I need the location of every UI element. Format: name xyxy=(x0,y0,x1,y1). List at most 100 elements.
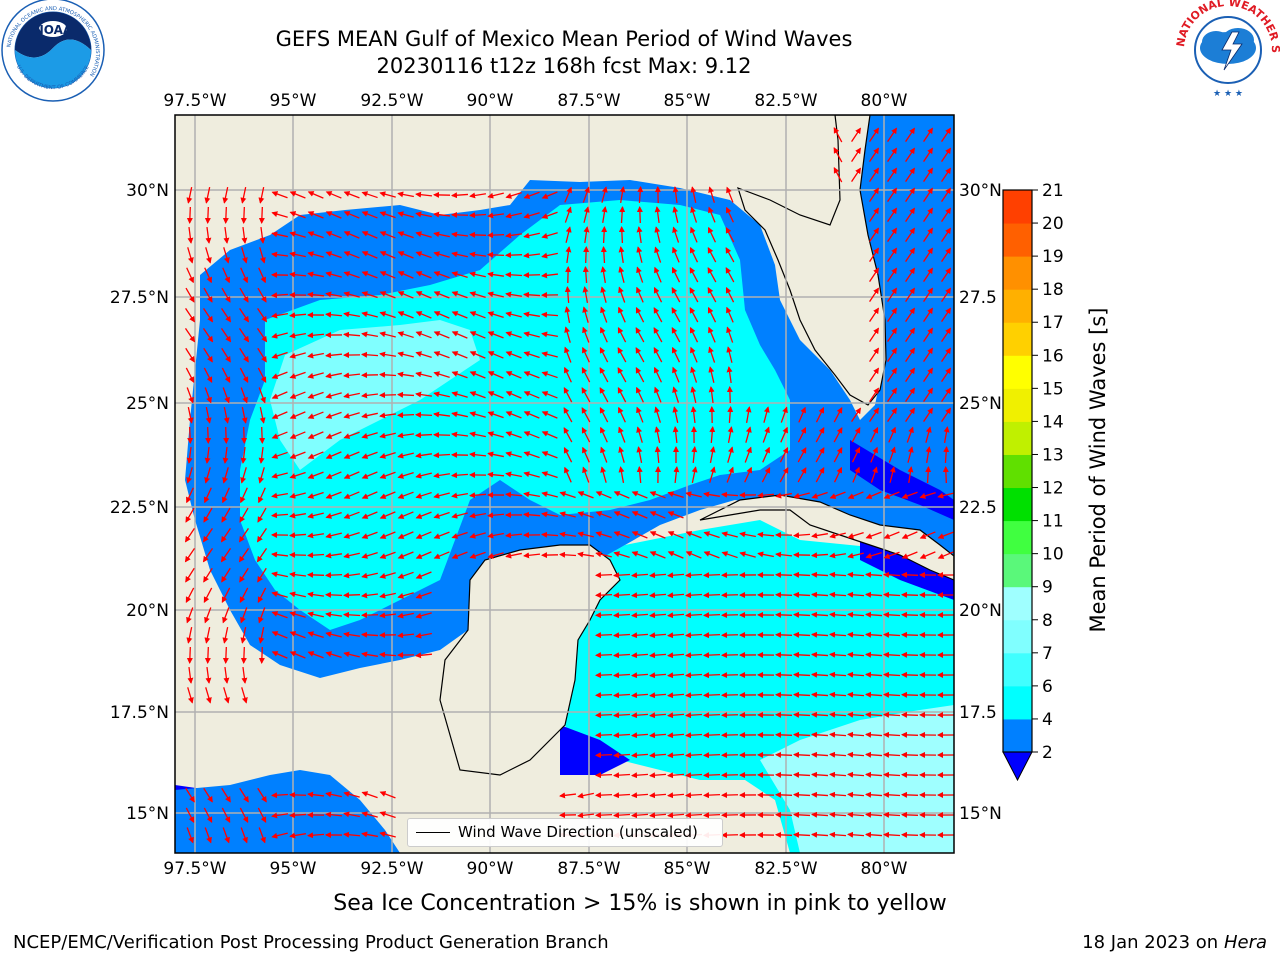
wave-direction-arrow-icon xyxy=(469,371,486,379)
colorbar-tick-label: 16 xyxy=(1042,346,1064,366)
wave-direction-arrow-icon xyxy=(271,832,288,839)
wave-direction-arrow-icon xyxy=(689,326,699,343)
wave-direction-arrow-icon xyxy=(258,827,266,844)
wave-direction-arrow-icon xyxy=(685,712,703,719)
wave-direction-arrow-icon xyxy=(923,327,933,343)
wave-direction-arrow-icon xyxy=(523,471,540,478)
wave-direction-arrow-icon xyxy=(415,652,433,659)
wave-direction-arrow-icon xyxy=(631,551,648,559)
wave-direction-arrow-icon xyxy=(775,731,793,738)
wave-direction-arrow-icon xyxy=(307,491,324,499)
wave-direction-arrow-icon xyxy=(541,331,558,338)
wave-direction-arrow-icon xyxy=(258,627,265,644)
wave-direction-arrow-icon xyxy=(599,406,609,423)
wave-direction-arrow-icon xyxy=(649,792,667,799)
wave-direction-arrow-icon xyxy=(690,386,697,403)
wave-direction-arrow-icon xyxy=(775,571,793,578)
wave-direction-arrow-icon xyxy=(541,451,558,459)
wave-direction-arrow-icon xyxy=(469,231,487,238)
wave-direction-arrow-icon xyxy=(223,666,230,684)
wave-direction-arrow-icon xyxy=(415,511,432,519)
wave-direction-arrow-icon xyxy=(523,311,540,318)
colorbar-segment xyxy=(1003,322,1032,356)
wave-direction-arrow-icon xyxy=(204,646,211,664)
wave-direction-arrow-icon xyxy=(487,451,504,458)
wave-direction-arrow-icon xyxy=(941,147,951,163)
wave-direction-arrow-icon xyxy=(565,226,572,243)
wave-direction-arrow-icon xyxy=(901,771,919,778)
wave-direction-arrow-icon xyxy=(600,246,607,264)
wave-direction-arrow-icon xyxy=(583,206,590,223)
wave-direction-arrow-icon xyxy=(708,346,716,363)
wave-direction-arrow-icon xyxy=(259,407,266,424)
wave-direction-arrow-icon xyxy=(847,491,864,499)
wave-direction-arrow-icon xyxy=(685,772,703,779)
wave-direction-arrow-icon xyxy=(667,792,685,799)
wave-direction-arrow-icon xyxy=(793,811,811,818)
wave-direction-arrow-icon xyxy=(941,327,951,343)
wave-direction-arrow-icon xyxy=(793,651,811,658)
wave-direction-arrow-icon xyxy=(307,512,324,519)
wave-direction-arrow-icon xyxy=(851,167,861,183)
wave-direction-arrow-icon xyxy=(672,386,680,403)
wave-direction-arrow-icon xyxy=(582,346,590,363)
wave-direction-arrow-icon xyxy=(707,247,717,263)
wave-direction-arrow-icon xyxy=(271,292,289,299)
wave-direction-arrow-icon xyxy=(654,226,661,243)
wave-direction-arrow-icon xyxy=(221,567,231,583)
wave-direction-arrow-icon xyxy=(847,631,865,638)
wave-direction-arrow-icon xyxy=(239,307,249,323)
wave-direction-arrow-icon xyxy=(865,571,883,578)
wave-direction-arrow-icon xyxy=(505,192,522,199)
wave-direction-arrow-icon xyxy=(451,271,468,278)
wave-direction-arrow-icon xyxy=(919,531,936,539)
wave-direction-arrow-icon xyxy=(851,446,861,463)
wave-direction-arrow-icon xyxy=(203,527,213,543)
wave-direction-arrow-icon xyxy=(379,831,396,838)
wave-direction-arrow-icon xyxy=(523,451,540,459)
wave-direction-arrow-icon xyxy=(883,571,901,578)
colorbar-extend-icon xyxy=(1002,751,1033,782)
wave-direction-arrow-icon xyxy=(847,791,865,798)
wave-direction-arrow-icon xyxy=(379,551,396,559)
wave-direction-arrow-icon xyxy=(222,467,229,484)
wave-direction-arrow-icon xyxy=(883,551,900,559)
wave-direction-arrow-icon xyxy=(397,231,414,239)
wave-direction-arrow-icon xyxy=(649,592,667,599)
wave-direction-arrow-icon xyxy=(415,371,432,378)
wave-direction-arrow-icon xyxy=(379,572,396,579)
wave-direction-arrow-icon xyxy=(379,412,397,419)
wave-direction-arrow-icon xyxy=(815,447,825,463)
wave-direction-arrow-icon xyxy=(703,712,721,719)
wave-direction-arrow-icon xyxy=(505,532,523,539)
wave-direction-arrow-icon xyxy=(905,167,915,183)
lon-label: 82.5°W xyxy=(754,91,817,111)
wave-direction-arrow-icon xyxy=(415,291,432,299)
wave-direction-arrow-icon xyxy=(905,287,915,303)
wave-direction-arrow-icon xyxy=(636,266,644,283)
wave-direction-arrow-icon xyxy=(451,411,468,418)
wave-direction-arrow-icon xyxy=(631,531,648,539)
lon-label: 85°W xyxy=(664,859,711,879)
wave-direction-arrow-icon xyxy=(397,592,414,599)
wave-direction-arrow-icon xyxy=(618,246,625,264)
wave-direction-arrow-icon xyxy=(618,226,625,244)
wave-direction-arrow-icon xyxy=(617,326,627,343)
wave-direction-arrow-icon xyxy=(793,671,811,678)
colorbar-tick-label: 19 xyxy=(1042,247,1064,267)
wave-direction-arrow-icon xyxy=(905,227,915,243)
wave-direction-arrow-icon xyxy=(469,291,486,298)
wave-direction-arrow-icon xyxy=(869,167,879,183)
wave-direction-arrow-icon xyxy=(595,812,613,819)
lon-labels-top: 97.5°W 95°W 92.5°W 90°W 87.5°W 85°W 82.5… xyxy=(163,91,907,111)
wave-direction-arrow-icon xyxy=(271,251,289,258)
wave-direction-arrow-icon xyxy=(869,387,879,403)
wave-direction-arrow-icon xyxy=(631,692,649,699)
wave-direction-arrow-icon xyxy=(847,691,865,698)
wave-direction-arrow-icon xyxy=(600,286,607,303)
wave-direction-arrow-icon xyxy=(186,646,193,664)
wave-direction-arrow-icon xyxy=(582,326,590,343)
wave-direction-arrow-icon xyxy=(811,571,829,578)
wave-direction-arrow-icon xyxy=(869,367,879,383)
wave-direction-arrow-icon xyxy=(811,671,829,678)
